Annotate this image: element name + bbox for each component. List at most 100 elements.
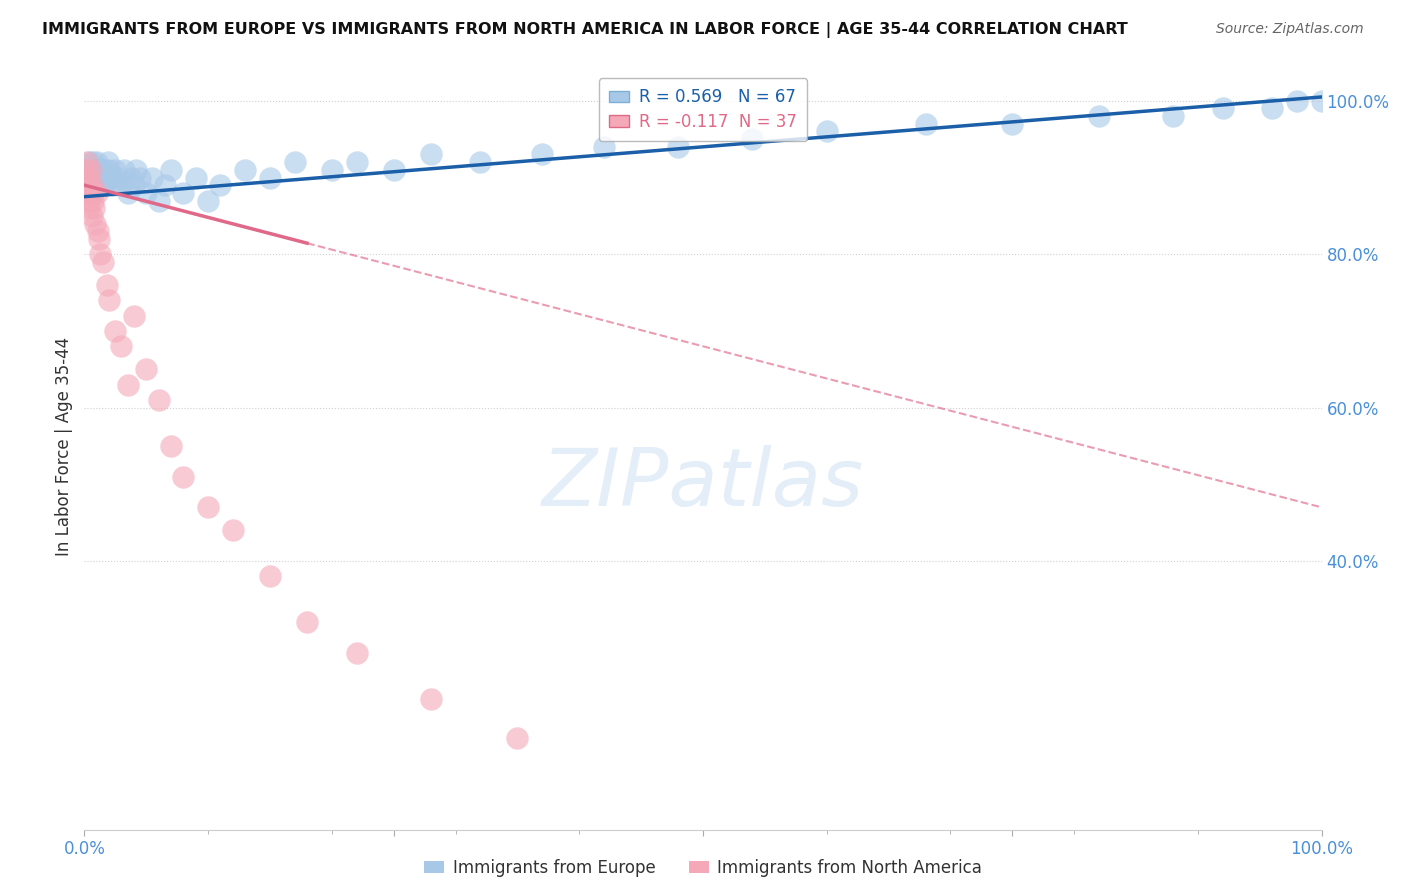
Y-axis label: In Labor Force | Age 35-44: In Labor Force | Age 35-44 [55,336,73,556]
Point [117,186,139,200]
Point [82,194,104,208]
Point [122,309,145,323]
Point [89,170,111,185]
Point [89,178,111,193]
Point [531,147,554,161]
Point [79,162,101,177]
Point [96,170,118,185]
Point [104,162,127,177]
Point [79,186,101,200]
Point [141,170,163,185]
Point [815,124,838,138]
Point [79,170,101,185]
Point [76,186,98,200]
Point [87,224,110,238]
Point [76,155,98,169]
Point [666,140,689,154]
Point [470,155,492,169]
Point [233,162,256,177]
Point [96,277,118,292]
Point [153,178,176,193]
Point [122,178,145,193]
Point [83,162,105,177]
Text: ZIPatlas: ZIPatlas [541,445,865,524]
Point [1310,94,1333,108]
Point [259,569,281,583]
Point [117,377,139,392]
Point [110,178,132,193]
Point [184,170,207,185]
Text: Source: ZipAtlas.com: Source: ZipAtlas.com [1216,22,1364,37]
Point [83,170,105,185]
Point [86,155,108,169]
Point [94,162,117,177]
Point [197,500,219,515]
Point [75,170,97,185]
Point [104,324,127,338]
Point [107,170,129,185]
Point [284,155,307,169]
Point [79,201,101,215]
Point [103,178,125,193]
Point [148,392,170,407]
Point [97,155,120,169]
Legend: R = 0.569   N = 67, R = -0.117  N = 37: R = 0.569 N = 67, R = -0.117 N = 37 [599,78,807,141]
Point [197,194,219,208]
Point [80,178,103,193]
Point [506,731,529,745]
Point [82,186,104,200]
Point [741,132,763,146]
Point [129,170,152,185]
Point [79,186,101,200]
Point [160,162,183,177]
Point [593,140,616,154]
Point [346,646,368,660]
Point [84,217,107,231]
Point [1212,102,1234,116]
Point [98,162,121,177]
Point [89,232,111,246]
Point [135,362,157,376]
Point [75,162,97,177]
Point [125,162,148,177]
Point [148,194,170,208]
Point [419,692,441,706]
Point [77,178,100,193]
Point [120,170,142,185]
Point [80,162,103,177]
Point [90,162,112,177]
Point [82,155,104,169]
Point [110,339,132,353]
Legend: Immigrants from Europe, Immigrants from North America: Immigrants from Europe, Immigrants from … [418,853,988,884]
Point [1285,94,1308,108]
Point [222,524,245,538]
Point [172,469,194,483]
Point [86,186,108,200]
Point [160,439,183,453]
Point [83,201,105,215]
Point [382,162,405,177]
Point [321,162,343,177]
Point [93,178,115,193]
Point [77,170,100,185]
Point [77,194,100,208]
Point [112,162,135,177]
Point [79,170,101,185]
Point [209,178,232,193]
Point [98,293,121,308]
Point [1088,109,1111,123]
Point [76,162,98,177]
Point [135,186,157,200]
Point [172,186,194,200]
Point [419,147,441,161]
Point [80,178,103,193]
Point [346,155,368,169]
Point [86,170,108,185]
Point [84,178,107,193]
Point [1261,102,1284,116]
Text: IMMIGRANTS FROM EUROPE VS IMMIGRANTS FROM NORTH AMERICA IN LABOR FORCE | AGE 35-: IMMIGRANTS FROM EUROPE VS IMMIGRANTS FRO… [42,22,1128,38]
Point [87,162,110,177]
Point [80,209,103,223]
Point [79,162,101,177]
Point [295,615,318,630]
